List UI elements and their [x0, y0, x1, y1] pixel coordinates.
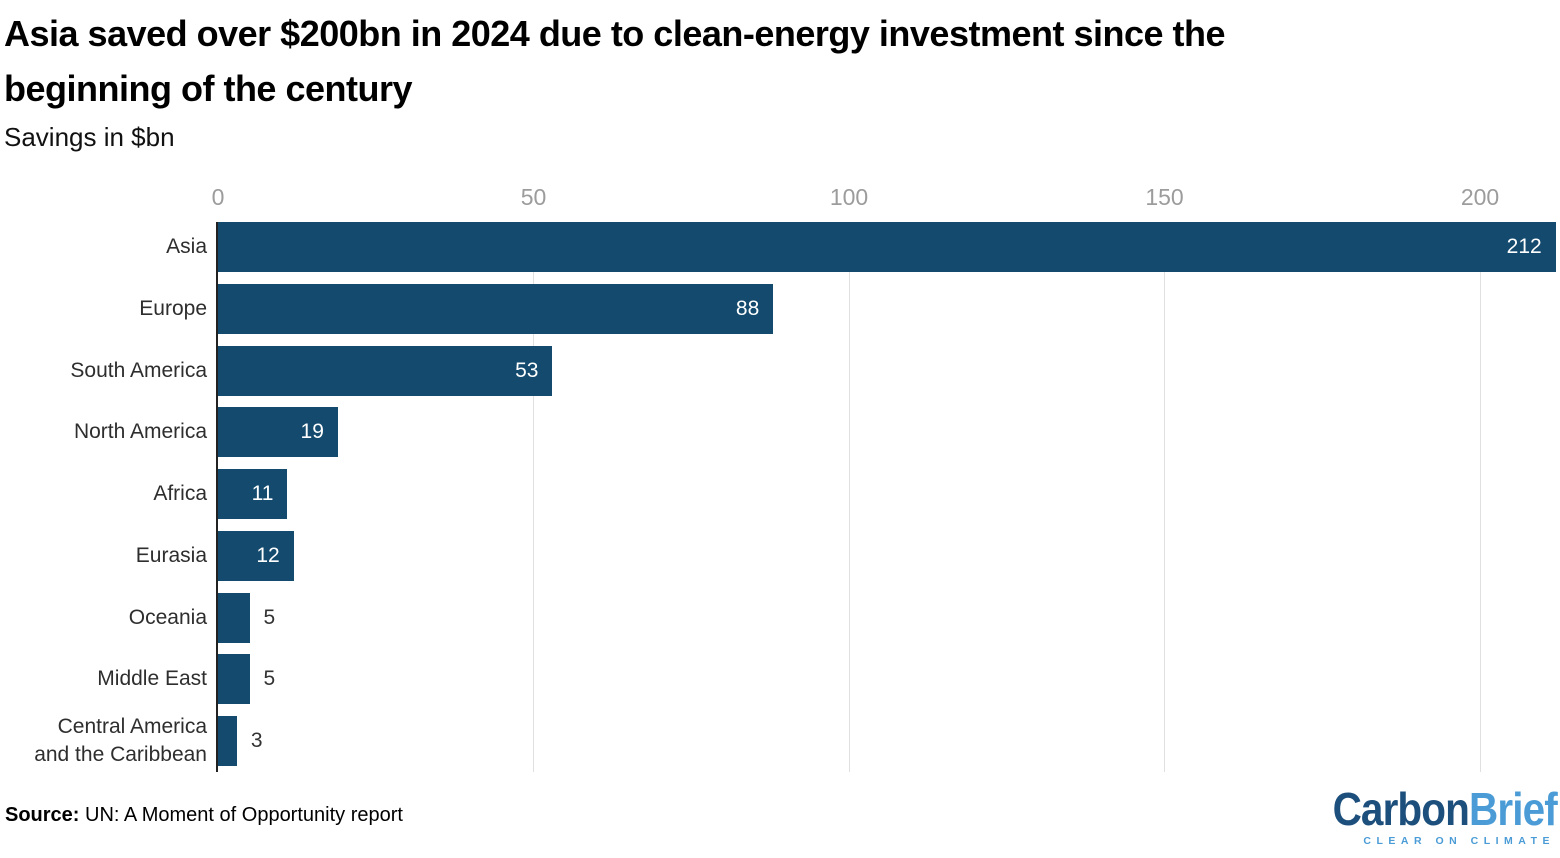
source-note: Source: UN: A Moment of Opportunity repo…	[5, 802, 403, 828]
bar-value-label-europe: 88	[735, 296, 760, 320]
category-label-africa: Africa	[153, 482, 207, 505]
source-text: UN: A Moment of Opportunity report	[85, 804, 403, 826]
bar-value-label-central-america-and-the-caribbean: 3	[250, 729, 263, 752]
bar-value-label-south-america: 53	[515, 358, 539, 382]
gridline-150	[1164, 222, 1165, 772]
bar-europe: 88	[218, 283, 774, 334]
bar-value-label-asia: 212	[1506, 235, 1542, 258]
category-label-eurasia: Eurasia	[135, 543, 207, 567]
bar-value-label-africa: 11	[251, 482, 274, 505]
logo-tagline: CLEAR ON CLIMATE	[1363, 835, 1555, 847]
x-tick-label-0: 0	[211, 184, 225, 210]
chart-subtitle: Savings in $bn	[4, 122, 175, 152]
bar-oceania	[218, 592, 250, 643]
bar-central-america-and-the-caribbean	[218, 716, 237, 766]
category-label-north-america: North America	[73, 420, 207, 444]
bar-value-label-oceania: 5	[263, 605, 276, 629]
category-label-central-america-and-the-caribbean: Central America and the Caribbean	[34, 715, 207, 766]
carbonbrief-wordmark: CarbonBrief	[1332, 783, 1558, 835]
chart-title: Asia saved over $200bn in 2024 due to cl…	[4, 6, 1556, 116]
bar-value-label-eurasia: 12	[256, 543, 280, 567]
x-tick-label-200: 200	[1460, 184, 1500, 210]
logo-text-brief: Brief	[1469, 783, 1558, 835]
chart-title-line-1: Asia saved over $200bn in 2024 due to cl…	[4, 13, 1226, 54]
gridline-200	[1479, 222, 1481, 772]
category-label-europe: Europe	[139, 296, 207, 320]
y-axis-line	[216, 222, 218, 772]
bar-value-label-north-america: 19	[300, 420, 324, 444]
bar-middle-east	[218, 654, 250, 705]
gridline-100	[848, 222, 850, 772]
x-tick-label-100: 100	[829, 184, 869, 210]
logo-text-carbon: Carbon	[1332, 783, 1470, 835]
category-label-south-america: South America	[70, 358, 207, 382]
bar-eurasia: 12	[218, 530, 294, 581]
carbonbrief-logo: CarbonBrief CLEAR ON CLIMATE	[1302, 783, 1558, 847]
chart-title-line-2: beginning of the century	[4, 68, 413, 109]
category-label-oceania: Oceania	[128, 605, 207, 629]
bar-africa: 11	[218, 469, 288, 519]
bar-south-america: 53	[218, 345, 553, 396]
chart-header: Asia saved over $200bn in 2024 due to cl…	[4, 6, 1556, 153]
bar-asia: 212	[218, 222, 1556, 272]
x-tick-label-50: 50	[520, 184, 547, 210]
x-tick-label-150: 150	[1145, 184, 1184, 210]
category-label-middle-east: Middle East	[97, 667, 207, 691]
bar-value-label-middle-east: 5	[263, 667, 276, 691]
gridline-50	[533, 222, 534, 772]
category-label-asia: Asia	[166, 235, 207, 258]
source-label: Source:	[5, 804, 80, 826]
bar-north-america: 19	[218, 407, 338, 458]
